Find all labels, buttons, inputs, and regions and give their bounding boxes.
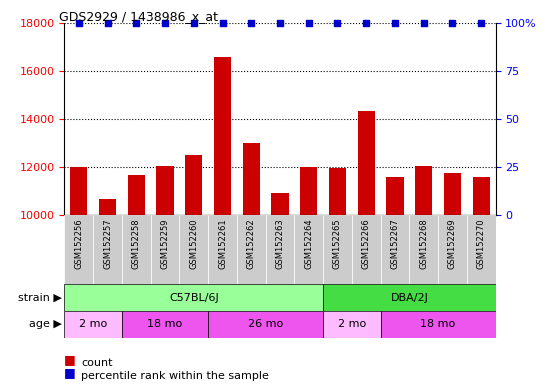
Bar [64, 284, 323, 311]
Point [448, 20, 457, 26]
Point [74, 20, 83, 26]
Bar [128, 175, 145, 215]
Bar [329, 168, 346, 215]
Bar [122, 215, 151, 284]
Text: 2 mo: 2 mo [338, 319, 366, 329]
Bar [64, 311, 122, 338]
Text: GSM152258: GSM152258 [132, 218, 141, 269]
Text: GSM152267: GSM152267 [390, 218, 399, 269]
Text: 18 mo: 18 mo [421, 319, 456, 329]
Bar [122, 311, 208, 338]
Bar [151, 215, 179, 284]
Text: GSM152268: GSM152268 [419, 218, 428, 269]
Text: GSM152269: GSM152269 [448, 218, 457, 269]
Text: GSM152262: GSM152262 [247, 218, 256, 269]
Point [276, 20, 284, 26]
Bar [352, 215, 381, 284]
Text: 26 mo: 26 mo [248, 319, 283, 329]
Text: percentile rank within the sample: percentile rank within the sample [81, 371, 269, 381]
Bar [265, 215, 295, 284]
Text: ■: ■ [64, 366, 80, 379]
Bar [381, 311, 496, 338]
Bar [242, 143, 260, 215]
Text: GSM152264: GSM152264 [304, 218, 313, 269]
Bar [467, 215, 496, 284]
Text: GDS2929 / 1438986_x_at: GDS2929 / 1438986_x_at [59, 10, 218, 23]
Bar [93, 215, 122, 284]
Text: GSM152256: GSM152256 [74, 218, 83, 269]
Bar [323, 284, 496, 311]
Point [247, 20, 256, 26]
Bar [237, 215, 265, 284]
Point [132, 20, 141, 26]
Point [103, 20, 112, 26]
Text: DBA/2J: DBA/2J [390, 293, 428, 303]
Bar [438, 215, 467, 284]
Bar [70, 167, 87, 215]
Bar [386, 177, 404, 215]
Bar [185, 155, 202, 215]
Bar [99, 199, 116, 215]
Bar [381, 215, 409, 284]
Bar [179, 215, 208, 284]
Text: count: count [81, 358, 113, 368]
Text: GSM152266: GSM152266 [362, 218, 371, 269]
Point [218, 20, 227, 26]
Point [419, 20, 428, 26]
Text: GSM152270: GSM152270 [477, 218, 486, 269]
Bar [208, 215, 237, 284]
Bar [295, 215, 323, 284]
Text: C57BL/6J: C57BL/6J [169, 293, 218, 303]
Bar [444, 173, 461, 215]
Text: GSM152260: GSM152260 [189, 218, 198, 269]
Text: GSM152257: GSM152257 [103, 218, 112, 269]
Text: 2 mo: 2 mo [79, 319, 108, 329]
Text: GSM152261: GSM152261 [218, 218, 227, 269]
Bar [323, 311, 381, 338]
Point [189, 20, 198, 26]
Text: GSM152263: GSM152263 [276, 218, 284, 269]
Text: strain ▶: strain ▶ [18, 293, 62, 303]
Bar [409, 215, 438, 284]
Bar [300, 167, 318, 215]
Point [161, 20, 170, 26]
Bar [473, 177, 490, 215]
Bar [156, 166, 174, 215]
Bar [208, 311, 323, 338]
Text: ■: ■ [64, 353, 80, 366]
Bar [64, 215, 93, 284]
Point [333, 20, 342, 26]
Bar [358, 111, 375, 215]
Point [362, 20, 371, 26]
Bar [323, 215, 352, 284]
Point [390, 20, 399, 26]
Bar [415, 166, 432, 215]
Point [477, 20, 486, 26]
Bar [272, 194, 288, 215]
Text: age ▶: age ▶ [29, 319, 62, 329]
Text: GSM152265: GSM152265 [333, 218, 342, 269]
Point [304, 20, 313, 26]
Text: 18 mo: 18 mo [147, 319, 183, 329]
Bar [214, 56, 231, 215]
Text: GSM152259: GSM152259 [161, 218, 170, 269]
